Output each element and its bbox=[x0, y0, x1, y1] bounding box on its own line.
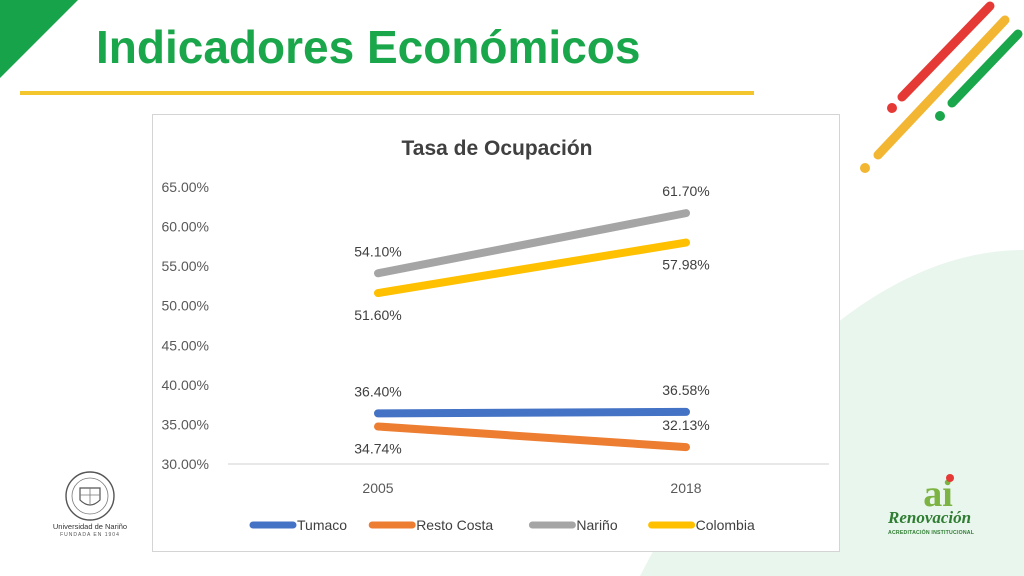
university-seal-icon bbox=[65, 471, 115, 521]
y-tick-label: 45.00% bbox=[162, 337, 209, 353]
y-tick-label: 60.00% bbox=[162, 219, 209, 235]
series-line bbox=[374, 422, 690, 452]
corner-triangle-decoration bbox=[0, 0, 78, 78]
renovacion-brand: Renovación bbox=[888, 508, 972, 527]
y-tick-label: 55.00% bbox=[162, 258, 209, 274]
data-label: 36.58% bbox=[662, 382, 709, 398]
page-title: Indicadores Económicos bbox=[96, 21, 641, 73]
series-line bbox=[374, 407, 690, 418]
data-label: 32.13% bbox=[662, 417, 709, 433]
legend-label: Nariño bbox=[576, 517, 617, 533]
y-tick-label: 30.00% bbox=[162, 456, 209, 472]
renovacion-subtitle: ACREDITACIÓN INSTITUCIONAL bbox=[888, 530, 975, 536]
chart-title: Tasa de Ocupación bbox=[402, 137, 593, 160]
series-line bbox=[374, 238, 690, 298]
data-label: 36.40% bbox=[354, 383, 401, 399]
x-tick-label: 2018 bbox=[670, 480, 701, 496]
renovacion-logo: ai Renovación ACREDITACIÓN INSTITUCIONAL bbox=[884, 472, 994, 544]
data-label: 61.70% bbox=[662, 183, 709, 199]
legend-label: Colombia bbox=[696, 517, 755, 533]
y-tick-label: 50.00% bbox=[162, 298, 209, 314]
data-label: 57.98% bbox=[662, 257, 709, 273]
y-tick-label: 40.00% bbox=[162, 377, 209, 393]
data-label: 51.60% bbox=[354, 307, 401, 323]
university-name: Universidad de Nariño bbox=[52, 522, 128, 531]
x-tick-label: 2005 bbox=[362, 480, 393, 496]
line-chart: Tasa de Ocupación 30.00% 35.00% 40.00% 45.0… bbox=[162, 137, 829, 533]
legend-label: Tumaco bbox=[297, 517, 347, 533]
title-underline bbox=[20, 91, 754, 95]
legend-label: Resto Costa bbox=[416, 517, 493, 533]
data-label: 54.10% bbox=[354, 243, 401, 259]
university-founded: FUNDADA EN 1904 bbox=[60, 532, 120, 538]
university-logo: Universidad de Nariño FUNDADA EN 1904 bbox=[40, 470, 140, 542]
chart-area: Tasa de Ocupación 30.00% 35.00% 40.00% 45.0… bbox=[152, 114, 840, 552]
y-tick-label: 35.00% bbox=[162, 416, 209, 432]
series-line bbox=[374, 209, 690, 278]
y-tick-label: 65.00% bbox=[162, 179, 209, 195]
renovacion-monogram-icon: ai bbox=[923, 473, 954, 512]
data-label: 34.74% bbox=[354, 440, 401, 456]
diagonal-stripes-decoration bbox=[860, 1, 1023, 173]
